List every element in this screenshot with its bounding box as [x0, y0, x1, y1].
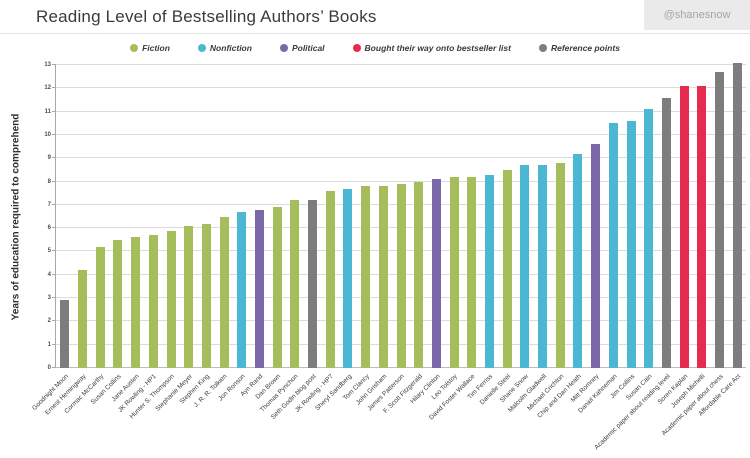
- bar-danielle-steel: [502, 169, 512, 368]
- gridline-11: [56, 110, 746, 112]
- bar-tim-ferriss: [484, 174, 494, 368]
- y-tick-mark: [52, 227, 56, 229]
- author-handle-badge: @shanesnow: [644, 0, 750, 30]
- y-tick-label-0: 0: [47, 365, 51, 371]
- bar-leo-tolstoy: [449, 176, 459, 368]
- gridline-9: [56, 157, 746, 159]
- y-tick-label-4: 4: [47, 271, 51, 278]
- bar-goodnight-moon: [60, 300, 70, 368]
- y-tick-mark: [52, 320, 56, 322]
- y-tick-label-7: 7: [47, 201, 51, 208]
- legend-label: Fiction: [142, 43, 170, 53]
- y-tick-mark: [52, 87, 56, 89]
- bar-shane-snow: [520, 165, 530, 368]
- bar-susan-collins: [113, 239, 123, 368]
- bar-cormac-mccarthy: [95, 246, 105, 368]
- y-tick-mark: [52, 343, 56, 345]
- bar-james-patterson: [396, 183, 406, 368]
- y-tick-label-2: 2: [47, 318, 51, 325]
- gridline-12: [56, 87, 746, 89]
- legend-label: Political: [291, 43, 325, 53]
- y-tick-label-9: 9: [47, 155, 51, 162]
- bar-michael-crichton: [555, 162, 565, 368]
- bar-malcolm-gladwell: [538, 165, 548, 368]
- bar-sheryl-sandberg: [343, 188, 353, 368]
- legend-item-nonfiction: Nonfiction: [197, 43, 252, 53]
- bar-jim-collins: [626, 120, 636, 368]
- legend-dot-bought: [352, 44, 361, 52]
- legend-item-reference: Reference points: [538, 43, 620, 53]
- bar-tom-clancy: [361, 186, 371, 368]
- bar-hilary-clinton: [431, 179, 441, 368]
- y-tick-label-8: 8: [47, 178, 51, 185]
- y-tick-label-1: 1: [47, 341, 51, 348]
- y-tick-mark: [52, 203, 56, 205]
- bar-ernest-hemingway: [78, 270, 88, 368]
- plot-area: Years of education required to comprehen…: [11, 62, 746, 451]
- bar-academic-paper-about-chess: [714, 72, 724, 368]
- bar-jon-ronson: [237, 211, 247, 368]
- legend-item-political: Political: [279, 43, 325, 53]
- bar-chip-and-dan-heath: [573, 153, 583, 368]
- bar-joseph-michelli: [697, 85, 707, 368]
- bar-soren-kaplan: [679, 85, 689, 368]
- legend-dot-reference: [538, 44, 547, 52]
- bar-susan-cain: [644, 109, 654, 368]
- bar-thomas-pynchon: [290, 200, 300, 368]
- y-tick-mark: [52, 273, 56, 275]
- y-tick-label-12: 12: [44, 85, 51, 92]
- bar-academic-paper-about-reading-level: [661, 97, 671, 368]
- legend-label: Nonfiction: [209, 43, 252, 53]
- bar-david-foster-wallace: [467, 176, 477, 368]
- bar-stephanie-meyer: [184, 225, 194, 368]
- gridline-13: [56, 64, 746, 65]
- legend-label: Bought their way onto bestseller list: [364, 43, 511, 53]
- bar-ayn-rand: [254, 209, 264, 368]
- y-tick-label-3: 3: [47, 295, 51, 302]
- y-tick-mark: [52, 367, 56, 368]
- bar-jk-rowling-hp7: [325, 190, 335, 368]
- legend-item-bought: Bought their way onto bestseller list: [352, 43, 511, 53]
- bar-stephen-king: [201, 223, 211, 368]
- y-tick-label-11: 11: [44, 108, 51, 115]
- gridline-10: [56, 133, 746, 135]
- y-tick-label-6: 6: [47, 225, 51, 232]
- legend-label: Reference points: [550, 43, 620, 53]
- bar-daniel-kahneman: [608, 123, 618, 368]
- y-axis-title: Years of education required to comprehen…: [10, 113, 22, 320]
- y-tick-mark: [52, 180, 56, 182]
- bar-jk-rowling-hp1: [148, 235, 158, 368]
- legend-dot-fiction: [130, 44, 139, 52]
- bar-hunter-s-thompson: [166, 230, 176, 368]
- y-tick-label-5: 5: [47, 248, 51, 255]
- bar-john-grisham: [378, 186, 388, 368]
- legend-item-fiction: Fiction: [130, 43, 170, 53]
- header: Reading Level of Bestselling Authors’ Bo…: [0, 0, 750, 34]
- y-tick-mark: [52, 110, 56, 112]
- legend: Fiction Nonfiction Political Bought their w…: [0, 43, 750, 53]
- legend-dot-nonfiction: [197, 44, 206, 52]
- y-tick-mark: [52, 250, 56, 252]
- y-tick-mark: [52, 133, 56, 135]
- y-tick-label-10: 10: [44, 131, 51, 138]
- bar-mitt-romney: [591, 144, 601, 368]
- bar-dan-brown: [272, 207, 282, 368]
- bar-j-r-r-tolkien: [219, 216, 229, 368]
- bar-affordable-care-act: [732, 62, 742, 368]
- y-tick-label-13: 13: [44, 62, 51, 68]
- y-tick-mark: [52, 64, 56, 65]
- bar-jane-austen: [131, 237, 141, 368]
- gridline-8: [56, 180, 746, 182]
- bar-seth-godin-blog-post: [308, 200, 318, 368]
- y-tick-mark: [52, 297, 56, 299]
- legend-dot-political: [279, 44, 288, 52]
- y-tick-mark: [52, 157, 56, 159]
- bar-f-scott-fitzgerald: [414, 181, 424, 368]
- page-title: Reading Level of Bestselling Authors’ Bo…: [36, 7, 377, 26]
